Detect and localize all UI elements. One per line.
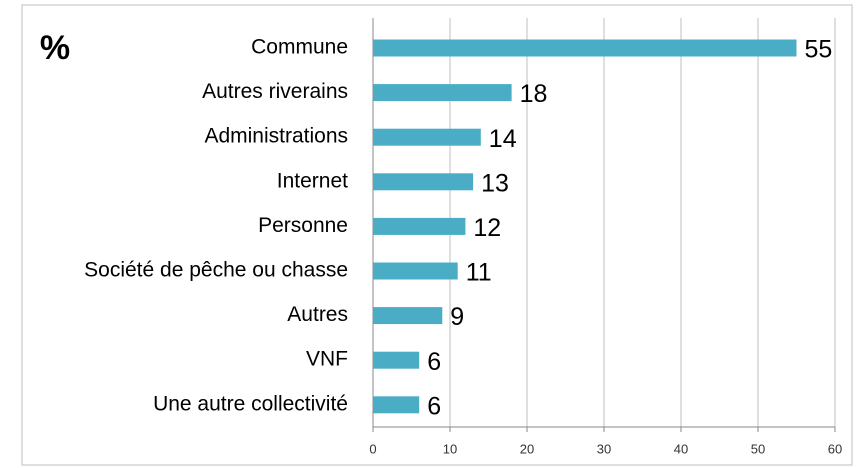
value-label: 14 (489, 125, 517, 153)
y-tick-label: Autres (287, 303, 348, 326)
x-tick-label: 60 (828, 441, 842, 456)
y-tick-label: Internet (277, 169, 348, 192)
y-tick-label: Autres riverains (202, 80, 348, 103)
bar (373, 396, 420, 414)
bar (373, 262, 458, 280)
x-tick-label: 20 (520, 441, 534, 456)
value-label: 6 (427, 392, 441, 420)
bar (373, 39, 797, 57)
bar (373, 351, 420, 369)
y-tick-label: VNF (306, 348, 348, 371)
y-tick-label: Administrations (204, 125, 348, 148)
value-label: 18 (520, 80, 548, 108)
y-tick-label: Une autre collectivité (153, 392, 348, 415)
chart-title: % (40, 29, 70, 67)
x-tick-label: 0 (369, 441, 376, 456)
y-tick-label: Commune (251, 36, 348, 59)
bar (373, 173, 474, 191)
value-label: 9 (450, 303, 464, 331)
bar (373, 217, 466, 235)
bar (373, 307, 443, 325)
x-tick-label: 40 (674, 441, 688, 456)
y-tick-label: Personne (258, 214, 348, 237)
chart-frame (21, 4, 853, 466)
x-tick-label: 50 (751, 441, 765, 456)
x-tick-label: 10 (443, 441, 457, 456)
bar (373, 128, 481, 146)
value-label: 55 (805, 36, 833, 64)
value-label: 12 (473, 214, 501, 242)
value-label: 13 (481, 169, 509, 197)
value-label: 11 (466, 259, 492, 287)
y-tick-label: Société de pêche ou chasse (84, 259, 348, 282)
bar (373, 84, 512, 102)
x-tick-label: 30 (597, 441, 611, 456)
value-label: 6 (427, 348, 441, 376)
